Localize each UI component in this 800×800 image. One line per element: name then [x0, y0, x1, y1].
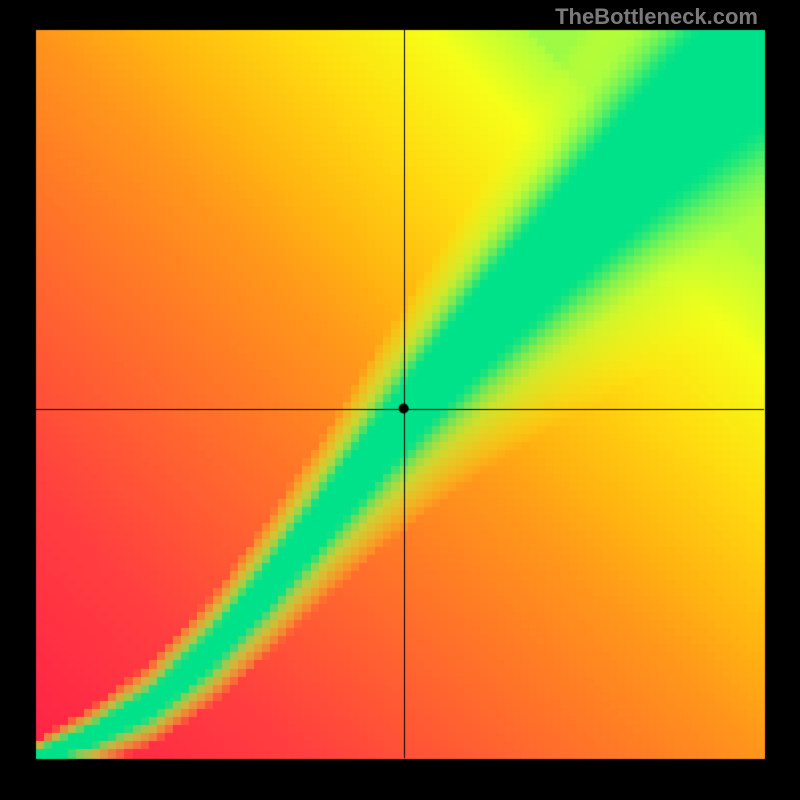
- watermark-text: TheBottleneck.com: [555, 4, 758, 30]
- chart-root: TheBottleneck.com: [0, 0, 800, 800]
- bottleneck-heatmap: [0, 0, 800, 800]
